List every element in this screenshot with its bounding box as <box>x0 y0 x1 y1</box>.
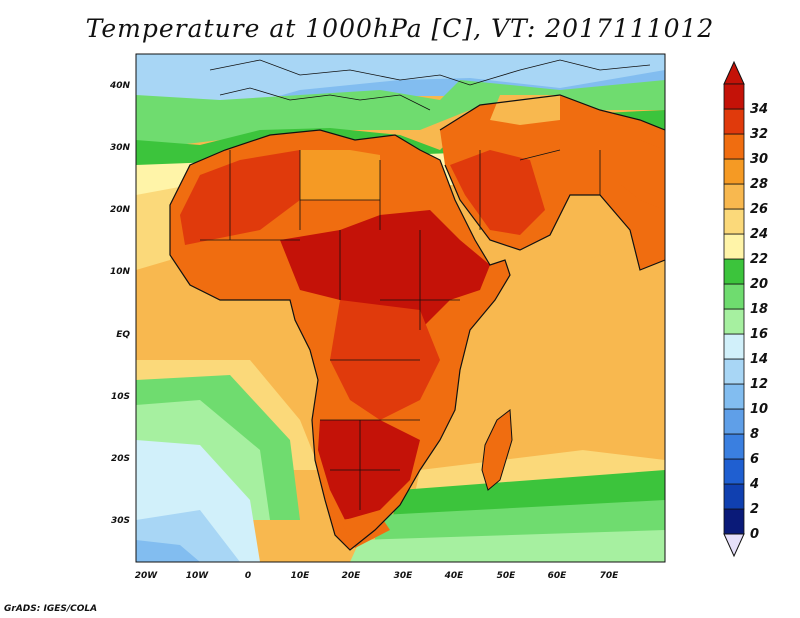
colorbar-label: 2 <box>750 502 759 517</box>
colorbar-swatch <box>723 108 745 135</box>
colorbar-swatch <box>723 283 745 310</box>
colorbar-over-arrow <box>723 60 745 85</box>
lat-tick-label: 10N <box>110 267 131 277</box>
colorbar-label: 28 <box>750 177 768 192</box>
colorbar-label: 34 <box>750 102 768 117</box>
lon-tick-label: 20E <box>342 571 362 581</box>
colorbar-swatch <box>723 458 745 485</box>
colorbar-swatch <box>723 183 745 210</box>
colorbar-swatch <box>723 483 745 510</box>
colorbar-swatch <box>723 133 745 160</box>
map-frame <box>135 53 666 563</box>
lon-tick-label: 70E <box>600 571 620 581</box>
colorbar-label: 14 <box>750 352 768 367</box>
colorbar-swatch <box>723 158 745 185</box>
colorbar-label: 30 <box>750 152 768 167</box>
colorbar-label: 8 <box>750 427 759 442</box>
colorbar-swatch <box>723 433 745 460</box>
colorbar-label: 16 <box>750 327 768 342</box>
colorbar-swatch <box>723 358 745 385</box>
colorbar-label: 18 <box>750 302 768 317</box>
colorbar-swatches <box>723 83 745 535</box>
lon-tick-label: 10E <box>291 571 311 581</box>
lon-tick-labels: 20W 10W 0 10E 20E 30E 40E 50E 60E 70E <box>135 571 619 581</box>
lon-tick-label: 50E <box>497 571 517 581</box>
lat-tick-label: EQ <box>116 330 130 340</box>
colorbar-label: 12 <box>750 377 768 392</box>
colorbar-swatch <box>723 408 745 435</box>
colorbar-swatch <box>723 83 745 110</box>
colorbar-label: 10 <box>750 402 768 417</box>
colorbar-label: 20 <box>750 277 768 292</box>
colorbar-label: 0 <box>750 527 759 542</box>
colorbar-label: 6 <box>750 452 759 467</box>
colorbar-swatch <box>723 208 745 235</box>
lat-tick-label: 20S <box>111 454 130 464</box>
colorbar-label: 4 <box>749 477 759 492</box>
lon-tick-label: 20W <box>135 571 159 581</box>
lat-tick-labels: 40N 30N 20N 10N EQ 10S 20S 30S <box>109 81 131 526</box>
lat-tick-label: 20N <box>110 205 131 215</box>
map-title: Temperature at 1000hPa [C], VT: 20171110… <box>85 14 715 43</box>
lon-tick-label: 10W <box>186 571 210 581</box>
colorbar-label: 32 <box>750 127 768 142</box>
colorbar-swatch <box>723 508 745 535</box>
map-plot-area <box>136 54 665 562</box>
colorbar-label: 26 <box>750 202 768 217</box>
colorbar-swatch <box>723 308 745 335</box>
colorbar-swatch <box>723 258 745 285</box>
lat-tick-label: 10S <box>111 392 130 402</box>
lon-tick-label: 0 <box>245 571 251 581</box>
colorbar-label: 22 <box>750 252 768 267</box>
colorbar-swatch <box>723 333 745 360</box>
madagascar <box>481 409 513 491</box>
lon-tick-label: 40E <box>444 571 465 581</box>
lat-tick-label: 30N <box>110 143 131 153</box>
lat-tick-label: 30S <box>111 516 130 526</box>
colorbar-swatch <box>723 233 745 260</box>
colorbar-swatch <box>723 383 745 410</box>
lon-tick-label: 30E <box>394 571 414 581</box>
colorbar-under-arrow <box>723 533 745 558</box>
grads-credit: GrADS: IGES/COLA <box>4 604 98 614</box>
lon-tick-label: 60E <box>548 571 568 581</box>
lat-tick-label: 40N <box>109 81 131 91</box>
colorbar-label: 24 <box>750 227 768 242</box>
